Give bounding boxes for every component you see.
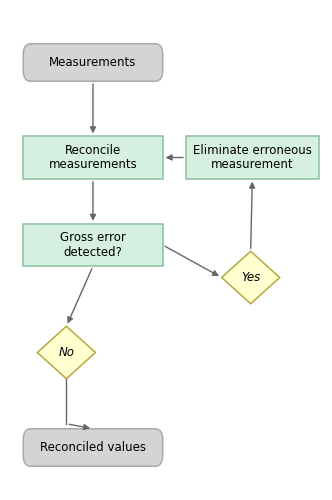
Polygon shape xyxy=(222,251,280,304)
Text: Yes: Yes xyxy=(241,271,260,284)
Bar xyxy=(23,136,163,178)
Text: Gross error
detected?: Gross error detected? xyxy=(60,231,126,259)
FancyBboxPatch shape xyxy=(23,44,163,81)
Polygon shape xyxy=(38,326,96,379)
Text: Reconcile
measurements: Reconcile measurements xyxy=(48,144,137,172)
Bar xyxy=(23,224,163,266)
Bar xyxy=(186,136,319,178)
Text: Eliminate erroneous
measurement: Eliminate erroneous measurement xyxy=(193,144,312,172)
Text: No: No xyxy=(58,346,74,359)
Text: Reconciled values: Reconciled values xyxy=(40,441,146,454)
FancyBboxPatch shape xyxy=(23,428,163,466)
Text: Measurements: Measurements xyxy=(49,56,137,69)
